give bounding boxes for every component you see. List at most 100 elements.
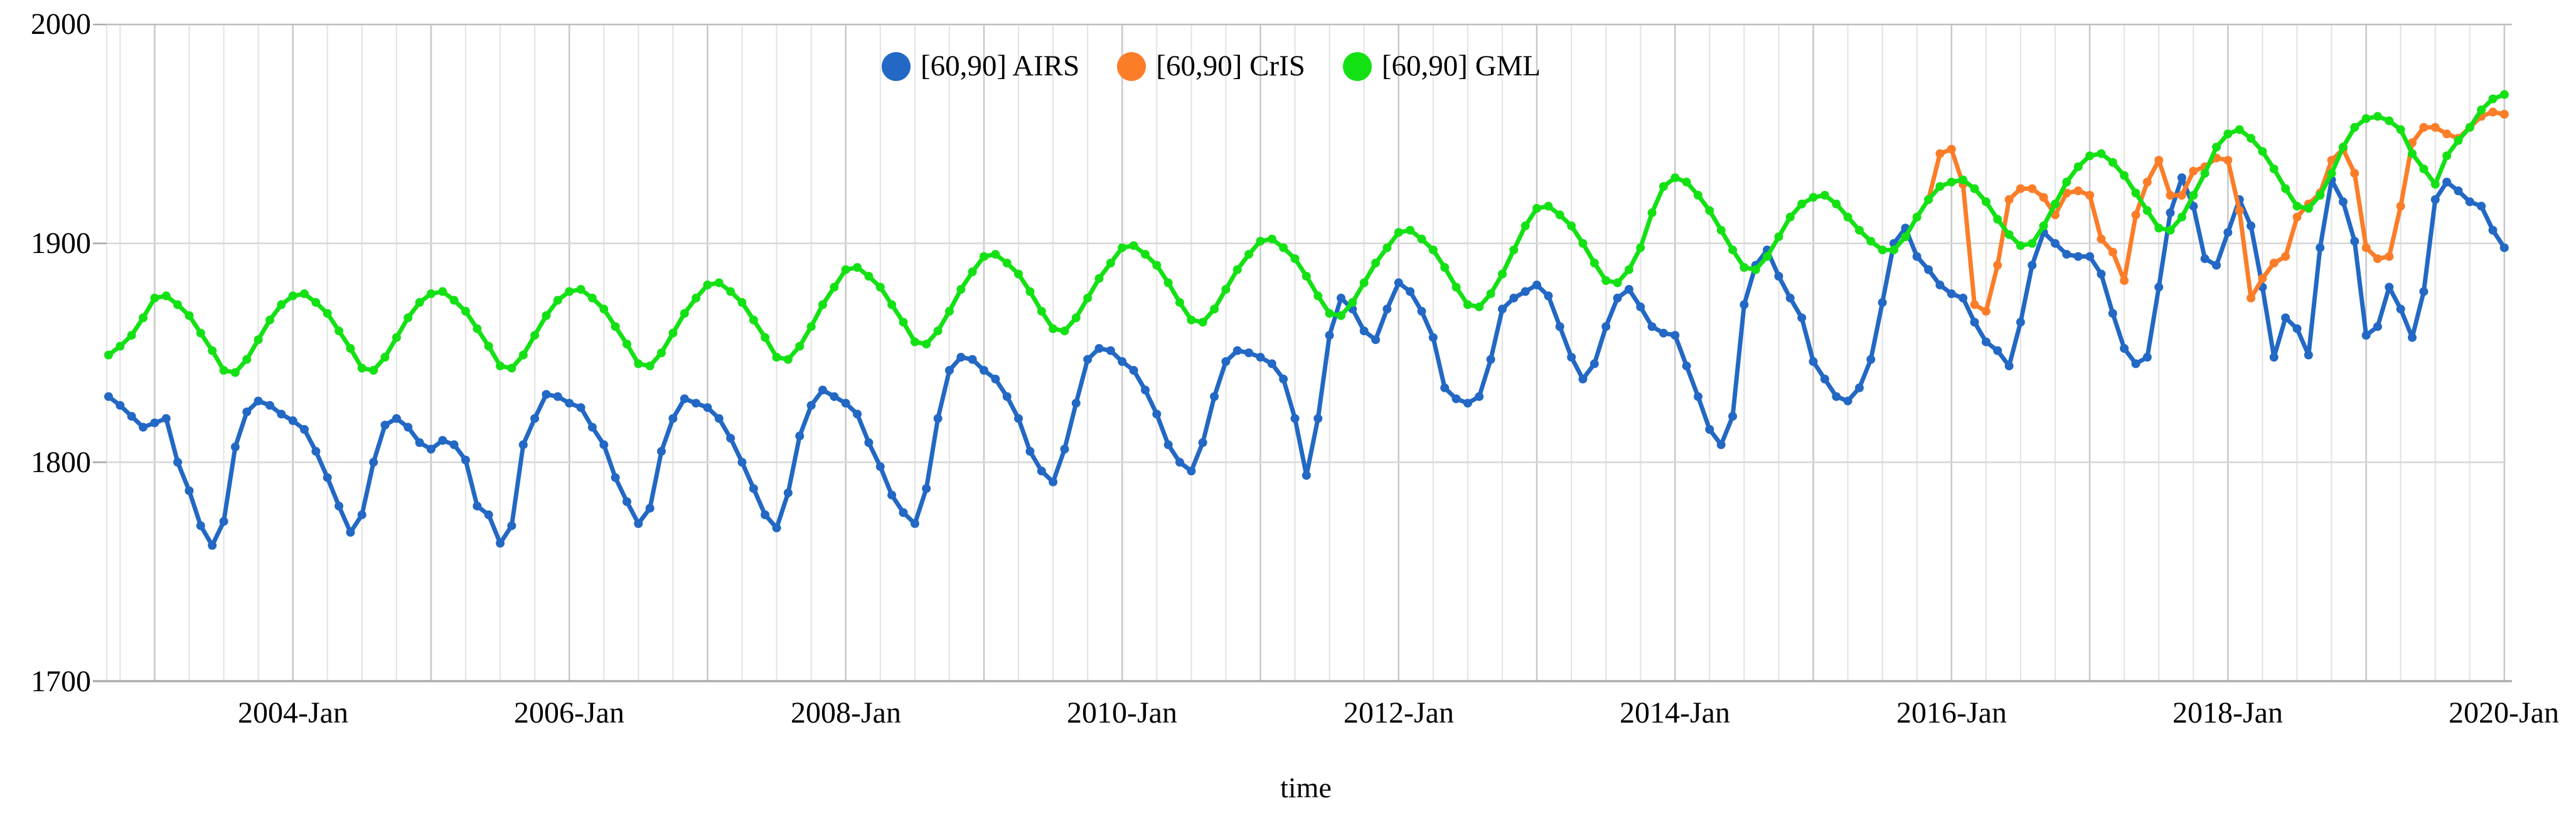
data-point[interactable] bbox=[2269, 164, 2279, 174]
data-point[interactable] bbox=[2131, 188, 2140, 198]
data-point[interactable] bbox=[2212, 143, 2221, 152]
data-point[interactable] bbox=[1601, 276, 1611, 285]
data-point[interactable] bbox=[184, 311, 194, 320]
data-point[interactable] bbox=[1774, 232, 1783, 242]
data-point[interactable] bbox=[1751, 265, 1760, 274]
data-point[interactable] bbox=[346, 527, 355, 537]
data-point[interactable] bbox=[1094, 274, 1104, 283]
data-point[interactable] bbox=[1970, 184, 1979, 193]
data-point[interactable] bbox=[1152, 409, 1162, 419]
data-point[interactable] bbox=[357, 510, 366, 519]
data-point[interactable] bbox=[449, 440, 459, 450]
data-point[interactable] bbox=[1141, 385, 1150, 395]
data-point[interactable] bbox=[438, 287, 447, 296]
data-point[interactable] bbox=[208, 346, 217, 355]
data-point[interactable] bbox=[1843, 212, 1852, 222]
data-point[interactable] bbox=[1509, 245, 1519, 255]
data-point[interactable] bbox=[1601, 322, 1611, 331]
data-point[interactable] bbox=[1935, 280, 1945, 289]
data-point[interactable] bbox=[127, 331, 136, 340]
data-point[interactable] bbox=[1014, 414, 1023, 423]
data-point[interactable] bbox=[2120, 344, 2129, 353]
data-point[interactable] bbox=[2396, 304, 2405, 314]
data-point[interactable] bbox=[530, 414, 540, 423]
data-point[interactable] bbox=[2177, 191, 2186, 200]
data-point[interactable] bbox=[2465, 122, 2474, 132]
data-point[interactable] bbox=[518, 440, 528, 450]
data-point[interactable] bbox=[956, 353, 966, 362]
data-point[interactable] bbox=[1313, 291, 1323, 301]
data-point[interactable] bbox=[1244, 250, 1254, 259]
data-point[interactable] bbox=[2154, 283, 2164, 292]
data-point[interactable] bbox=[1578, 239, 1588, 248]
data-point[interactable] bbox=[1382, 243, 1392, 252]
data-point[interactable] bbox=[2292, 324, 2302, 333]
data-point[interactable] bbox=[219, 517, 228, 526]
data-point[interactable] bbox=[115, 342, 125, 351]
data-point[interactable] bbox=[587, 423, 597, 432]
data-point[interactable] bbox=[680, 394, 689, 404]
data-point[interactable] bbox=[2131, 359, 2140, 369]
data-point[interactable] bbox=[518, 350, 528, 360]
data-point[interactable] bbox=[2454, 186, 2463, 195]
data-point[interactable] bbox=[438, 436, 447, 445]
data-point[interactable] bbox=[323, 309, 332, 318]
data-point[interactable] bbox=[484, 510, 493, 519]
data-point[interactable] bbox=[1221, 284, 1231, 294]
data-point[interactable] bbox=[853, 263, 862, 272]
data-point[interactable] bbox=[657, 348, 666, 357]
data-point[interactable] bbox=[1832, 392, 1841, 401]
data-point[interactable] bbox=[2442, 151, 2452, 161]
data-point[interactable] bbox=[1912, 212, 1921, 222]
data-point[interactable] bbox=[334, 502, 344, 511]
data-point[interactable] bbox=[2189, 191, 2198, 200]
data-point[interactable] bbox=[2281, 252, 2290, 261]
data-point[interactable] bbox=[692, 293, 701, 303]
data-point[interactable] bbox=[265, 315, 274, 325]
data-point[interactable] bbox=[2085, 191, 2095, 200]
data-point[interactable] bbox=[1037, 466, 1046, 476]
data-point[interactable] bbox=[565, 399, 574, 408]
data-point[interactable] bbox=[1670, 331, 1680, 340]
data-point[interactable] bbox=[1014, 269, 1023, 279]
data-point[interactable] bbox=[1705, 206, 1714, 215]
data-point[interactable] bbox=[380, 353, 390, 362]
data-point[interactable] bbox=[1959, 293, 1968, 303]
data-point[interactable] bbox=[1544, 202, 1553, 211]
data-point[interactable] bbox=[1118, 357, 1127, 366]
data-point[interactable] bbox=[922, 484, 931, 493]
data-point[interactable] bbox=[1210, 392, 1219, 401]
data-point[interactable] bbox=[1463, 300, 1472, 310]
data-point[interactable] bbox=[2327, 169, 2336, 178]
data-point[interactable] bbox=[599, 304, 609, 314]
data-point[interactable] bbox=[2269, 259, 2279, 267]
data-point[interactable] bbox=[2062, 178, 2071, 186]
data-point[interactable] bbox=[300, 289, 309, 298]
data-point[interactable] bbox=[1025, 287, 1035, 296]
data-point[interactable] bbox=[2177, 173, 2186, 183]
data-point[interactable] bbox=[968, 355, 977, 364]
data-point[interactable] bbox=[139, 313, 148, 323]
data-point[interactable] bbox=[2488, 225, 2498, 235]
data-point[interactable] bbox=[288, 416, 297, 426]
data-point[interactable] bbox=[2396, 202, 2405, 211]
data-point[interactable] bbox=[1981, 337, 1991, 347]
data-point[interactable] bbox=[991, 374, 1000, 384]
data-point[interactable] bbox=[2408, 333, 2417, 342]
data-point[interactable] bbox=[668, 328, 678, 338]
data-point[interactable] bbox=[1820, 191, 1829, 200]
data-point[interactable] bbox=[1348, 298, 1357, 307]
data-point[interactable] bbox=[772, 523, 781, 532]
data-point[interactable] bbox=[1002, 259, 1012, 267]
data-point[interactable] bbox=[277, 409, 286, 419]
data-point[interactable] bbox=[853, 409, 862, 419]
data-point[interactable] bbox=[1532, 280, 1541, 289]
data-point[interactable] bbox=[726, 287, 735, 296]
data-point[interactable] bbox=[323, 473, 332, 482]
data-point[interactable] bbox=[346, 344, 355, 353]
data-point[interactable] bbox=[2499, 243, 2509, 252]
data-point[interactable] bbox=[2235, 206, 2244, 215]
data-point[interactable] bbox=[426, 444, 436, 454]
data-point[interactable] bbox=[1463, 399, 1472, 408]
data-point[interactable] bbox=[830, 283, 839, 292]
